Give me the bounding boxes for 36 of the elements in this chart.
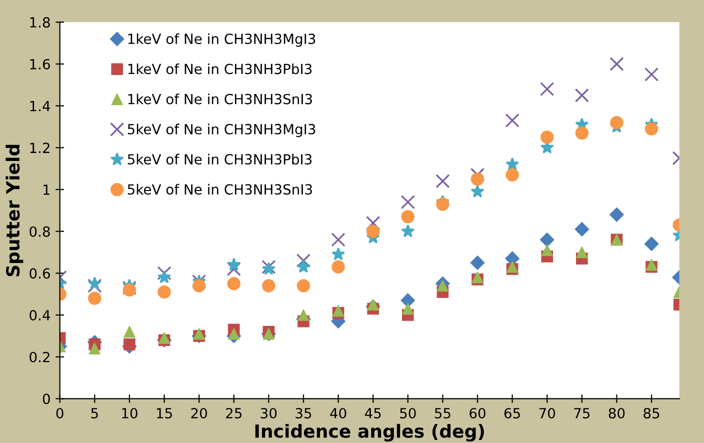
x-tick-label: 85 <box>644 408 660 418</box>
x-tick-label: 20 <box>191 408 207 418</box>
x-tick-label: 65 <box>504 408 520 418</box>
x-tick-label: 80 <box>608 408 625 418</box>
y-tick-label: 0.4 <box>30 310 50 320</box>
x-tick-label: 30 <box>260 408 277 418</box>
y-tick-label: 1.6 <box>30 58 50 70</box>
x-tick-label: 25 <box>226 408 242 418</box>
legend-label: 5keV of Ne in CH3NH3PbI3 <box>128 154 312 165</box>
x-tick-label: 60 <box>470 408 486 418</box>
x-tick-label: 40 <box>330 408 346 418</box>
legend-label: 1keV of Ne in CH3NH3SnI3 <box>128 94 312 104</box>
x-tick-label: 70 <box>539 408 556 418</box>
y-tick-label: 1.8 <box>30 17 50 28</box>
y-tick-label: 1 <box>44 184 50 195</box>
legend-label: 1keV of Ne in CH3NH3PbI3 <box>128 63 312 74</box>
x-tick-label: 50 <box>400 408 416 418</box>
y-tick-label: 0 <box>42 394 50 404</box>
x-tick-label: 35 <box>296 408 312 418</box>
x-tick-label: 15 <box>156 408 172 418</box>
y-tick-label: 0.6 <box>30 268 50 279</box>
x-tick-label: 75 <box>574 408 590 418</box>
y-tick-label: 0.8 <box>30 226 50 237</box>
legend-label: 5keV of Ne in CH3NH3MgI3 <box>128 124 316 138</box>
x-tick-label: 10 <box>122 408 138 418</box>
x-axis-title: Incidence angles (deg) <box>255 424 484 442</box>
x-tick-label: 5 <box>91 408 98 418</box>
legend-label: 1keV of Ne in CH3NH3MgI3 <box>128 33 316 47</box>
y-tick-label: 1.4 <box>30 100 50 112</box>
x-tick-label: 55 <box>434 408 450 418</box>
y-tick-label: 0.2 <box>30 352 50 362</box>
legend-label: 5keV of Ne in CH3NH3SnI3 <box>128 184 312 195</box>
x-tick-label: 0 <box>56 408 64 418</box>
x-tick-label: 45 <box>364 408 381 418</box>
y-tick-label: 1.2 <box>30 142 50 153</box>
y-axis-title: Sputter Yield <box>6 144 24 276</box>
